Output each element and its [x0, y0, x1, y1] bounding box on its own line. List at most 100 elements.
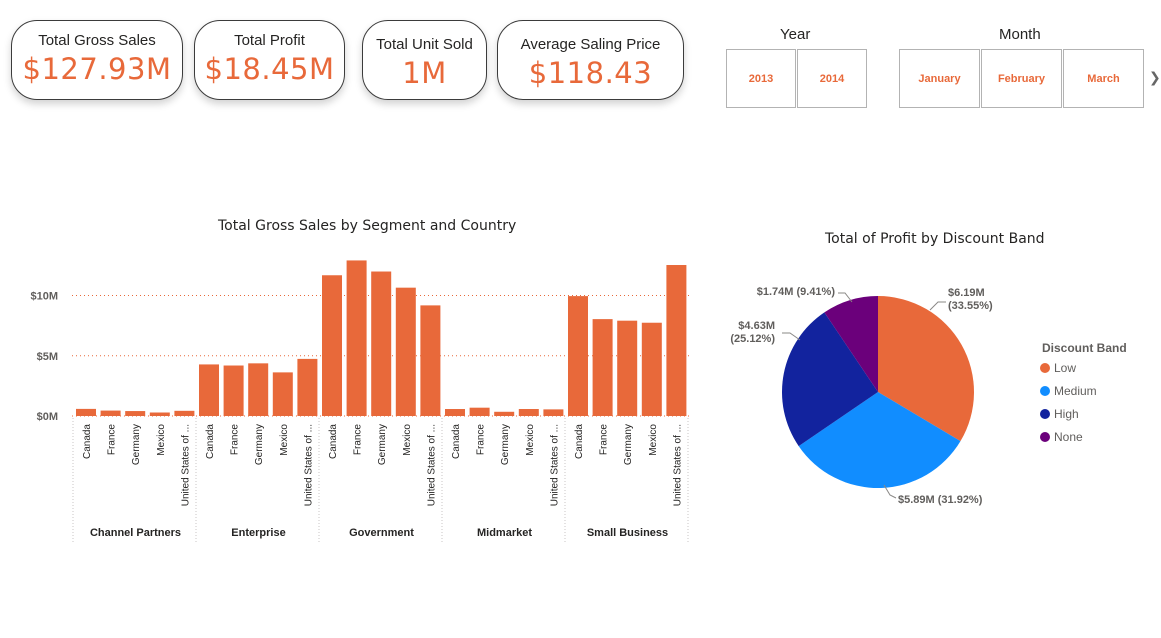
x-tick-label: France: [230, 424, 241, 456]
bar: [371, 271, 392, 416]
pie-data-label: (25.12%): [730, 333, 775, 345]
legend-title: Discount Band: [1042, 341, 1127, 355]
year-slicer-title: Year: [780, 26, 811, 43]
bar: [568, 296, 588, 416]
pie-chart-title: Total of Profit by Discount Band: [825, 231, 1045, 247]
legend-marker: [1040, 432, 1050, 442]
x-tick-label: France: [107, 424, 118, 456]
bar: [125, 411, 146, 416]
x-tick-label: France: [476, 424, 487, 456]
x-tick-label: Germany: [377, 424, 388, 465]
x-tick-label: Canada: [82, 424, 93, 459]
pie-slice: [798, 392, 961, 488]
year-tile-2014[interactable]: 2014: [797, 49, 867, 108]
bar: [149, 412, 170, 416]
x-tick-label: France: [353, 424, 364, 456]
bar: [76, 408, 96, 416]
x-tick-label: United States of ...: [303, 424, 314, 506]
x-tick-label: United States of ...: [180, 424, 191, 506]
x-tick-label: Germany: [623, 424, 634, 465]
x-tick-label: Mexico: [279, 424, 290, 456]
bar: [322, 275, 342, 416]
segment-label: Government: [349, 527, 414, 539]
bar: [518, 409, 539, 416]
legend-label: None: [1054, 430, 1083, 444]
kpi-label: Total Gross Sales: [38, 32, 156, 49]
legend-label: Medium: [1054, 384, 1097, 398]
kpi-card-avg-price: Average Saling Price $118.43: [497, 20, 684, 100]
bar: [445, 409, 465, 416]
x-tick-label: Canada: [451, 424, 462, 459]
pie-leader-line: [782, 332, 801, 341]
bar: [297, 358, 318, 416]
legend-marker: [1040, 386, 1050, 396]
bar: [420, 305, 441, 416]
bar: [248, 363, 269, 416]
bar: [199, 364, 219, 416]
legend-label: Low: [1054, 361, 1076, 375]
x-tick-label: Canada: [574, 424, 585, 459]
x-tick-label: United States of ...: [426, 424, 437, 506]
x-tick-label: Germany: [131, 424, 142, 465]
kpi-card-total-profit: Total Profit $18.45M: [194, 20, 345, 100]
x-tick-label: Mexico: [156, 424, 167, 456]
kpi-label: Total Unit Sold: [376, 36, 473, 53]
x-tick-label: Germany: [500, 424, 511, 465]
pie-data-label: $1.74M (9.41%): [757, 286, 836, 298]
bar: [469, 407, 490, 416]
bar: [543, 409, 564, 416]
segment-label: Small Business: [587, 527, 668, 539]
month-slicer-title: Month: [999, 26, 1041, 43]
pie-data-label: (33.55%): [948, 300, 993, 312]
pie-data-label: $6.19M: [948, 287, 985, 299]
pie-slice: [878, 296, 974, 442]
pie-slice: [824, 296, 878, 392]
bar: [100, 410, 121, 416]
bar: [592, 319, 613, 416]
bar: [272, 372, 293, 416]
pie-data-label: $5.89M (31.92%): [898, 494, 983, 506]
kpi-card-units-sold: Total Unit Sold 1M: [362, 20, 487, 100]
pie-leader-line: [929, 301, 946, 311]
x-tick-label: France: [599, 424, 610, 456]
x-tick-label: Mexico: [525, 424, 536, 456]
pie-leader-line: [883, 484, 897, 499]
pie-leader-line: [838, 292, 853, 303]
bar-chart: $0M $5M $10M Canada France Germany Mexico Unite…: [30, 260, 692, 542]
y-tick-label: $5M: [37, 351, 58, 363]
y-tick-label: $0M: [37, 411, 58, 423]
x-tick-label: Germany: [254, 424, 265, 465]
year-tile-2013[interactable]: 2013: [726, 49, 796, 108]
segment-label: Channel Partners: [90, 527, 181, 539]
bar: [346, 260, 367, 416]
kpi-card-gross-sales: Total Gross Sales $127.93M: [11, 20, 183, 100]
kpi-value: $127.93M: [22, 52, 172, 86]
x-tick-label: Mexico: [402, 424, 413, 456]
segment-label: Enterprise: [231, 527, 285, 539]
legend-marker: [1040, 363, 1050, 373]
bar: [641, 322, 662, 416]
bar: [494, 411, 515, 416]
y-tick-label: $10M: [30, 291, 58, 303]
kpi-label: Total Profit: [234, 32, 305, 49]
x-tick-label: Mexico: [648, 424, 659, 456]
pie-slice: [782, 312, 878, 447]
kpi-label: Average Saling Price: [520, 36, 661, 53]
month-tile-march[interactable]: March: [1063, 49, 1144, 108]
pie-data-label: $4.63M: [738, 320, 775, 332]
legend-label: High: [1054, 407, 1079, 421]
bar: [223, 365, 244, 416]
chevron-right-icon[interactable]: ❯: [1149, 70, 1161, 86]
month-tile-february[interactable]: February: [981, 49, 1062, 108]
x-tick-label: Canada: [205, 424, 216, 459]
kpi-value: $118.43: [528, 56, 653, 90]
month-tile-january[interactable]: January: [899, 49, 980, 108]
x-tick-label: United States of ...: [549, 424, 560, 506]
kpi-value: 1M: [402, 56, 447, 90]
segment-label: Midmarket: [477, 527, 532, 539]
x-tick-label: United States of ...: [672, 424, 683, 506]
bar: [174, 410, 195, 416]
kpi-value: $18.45M: [204, 52, 335, 86]
bar-chart-title: Total Gross Sales by Segment and Country: [218, 218, 517, 234]
bar: [617, 320, 638, 416]
